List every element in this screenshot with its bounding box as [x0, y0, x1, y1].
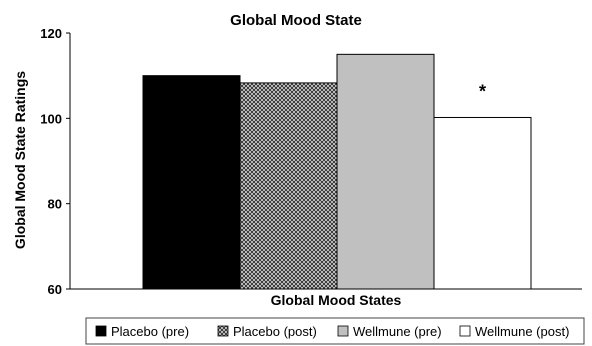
legend-swatch [95, 325, 107, 337]
legend-label: Placebo (pre) [111, 324, 189, 339]
legend-box [85, 317, 585, 345]
y-tick-label: 100 [40, 111, 62, 126]
bar-placebo-post [239, 82, 338, 290]
bar-placebo-pre [142, 75, 241, 290]
annotations: * [479, 81, 486, 101]
significance-marker: * [479, 81, 486, 101]
legend-label: Wellmune (post) [475, 324, 569, 339]
bar-wellmune-pre [336, 53, 435, 290]
y-axis-label: Global Mood State Ratings [12, 71, 28, 249]
legend-label: Placebo (post) [233, 324, 317, 339]
legend-swatch [337, 325, 349, 337]
legend-swatch [217, 325, 229, 337]
y-tick-label: 60 [48, 282, 62, 297]
bar-wellmune-post [433, 116, 532, 290]
y-tick-label: 80 [48, 197, 62, 212]
legend-swatch [459, 325, 471, 337]
bar-group [142, 53, 532, 290]
chart-title: Global Mood State [230, 12, 362, 29]
x-axis-label: Global Mood States [271, 292, 402, 308]
legend-label: Wellmune (pre) [353, 324, 442, 339]
legend: Placebo (pre) Placebo (post) Wellmune (pre… [95, 324, 569, 339]
y-axis-ticks: 60 80 100 120 [40, 26, 70, 297]
y-tick-label: 120 [40, 26, 62, 41]
